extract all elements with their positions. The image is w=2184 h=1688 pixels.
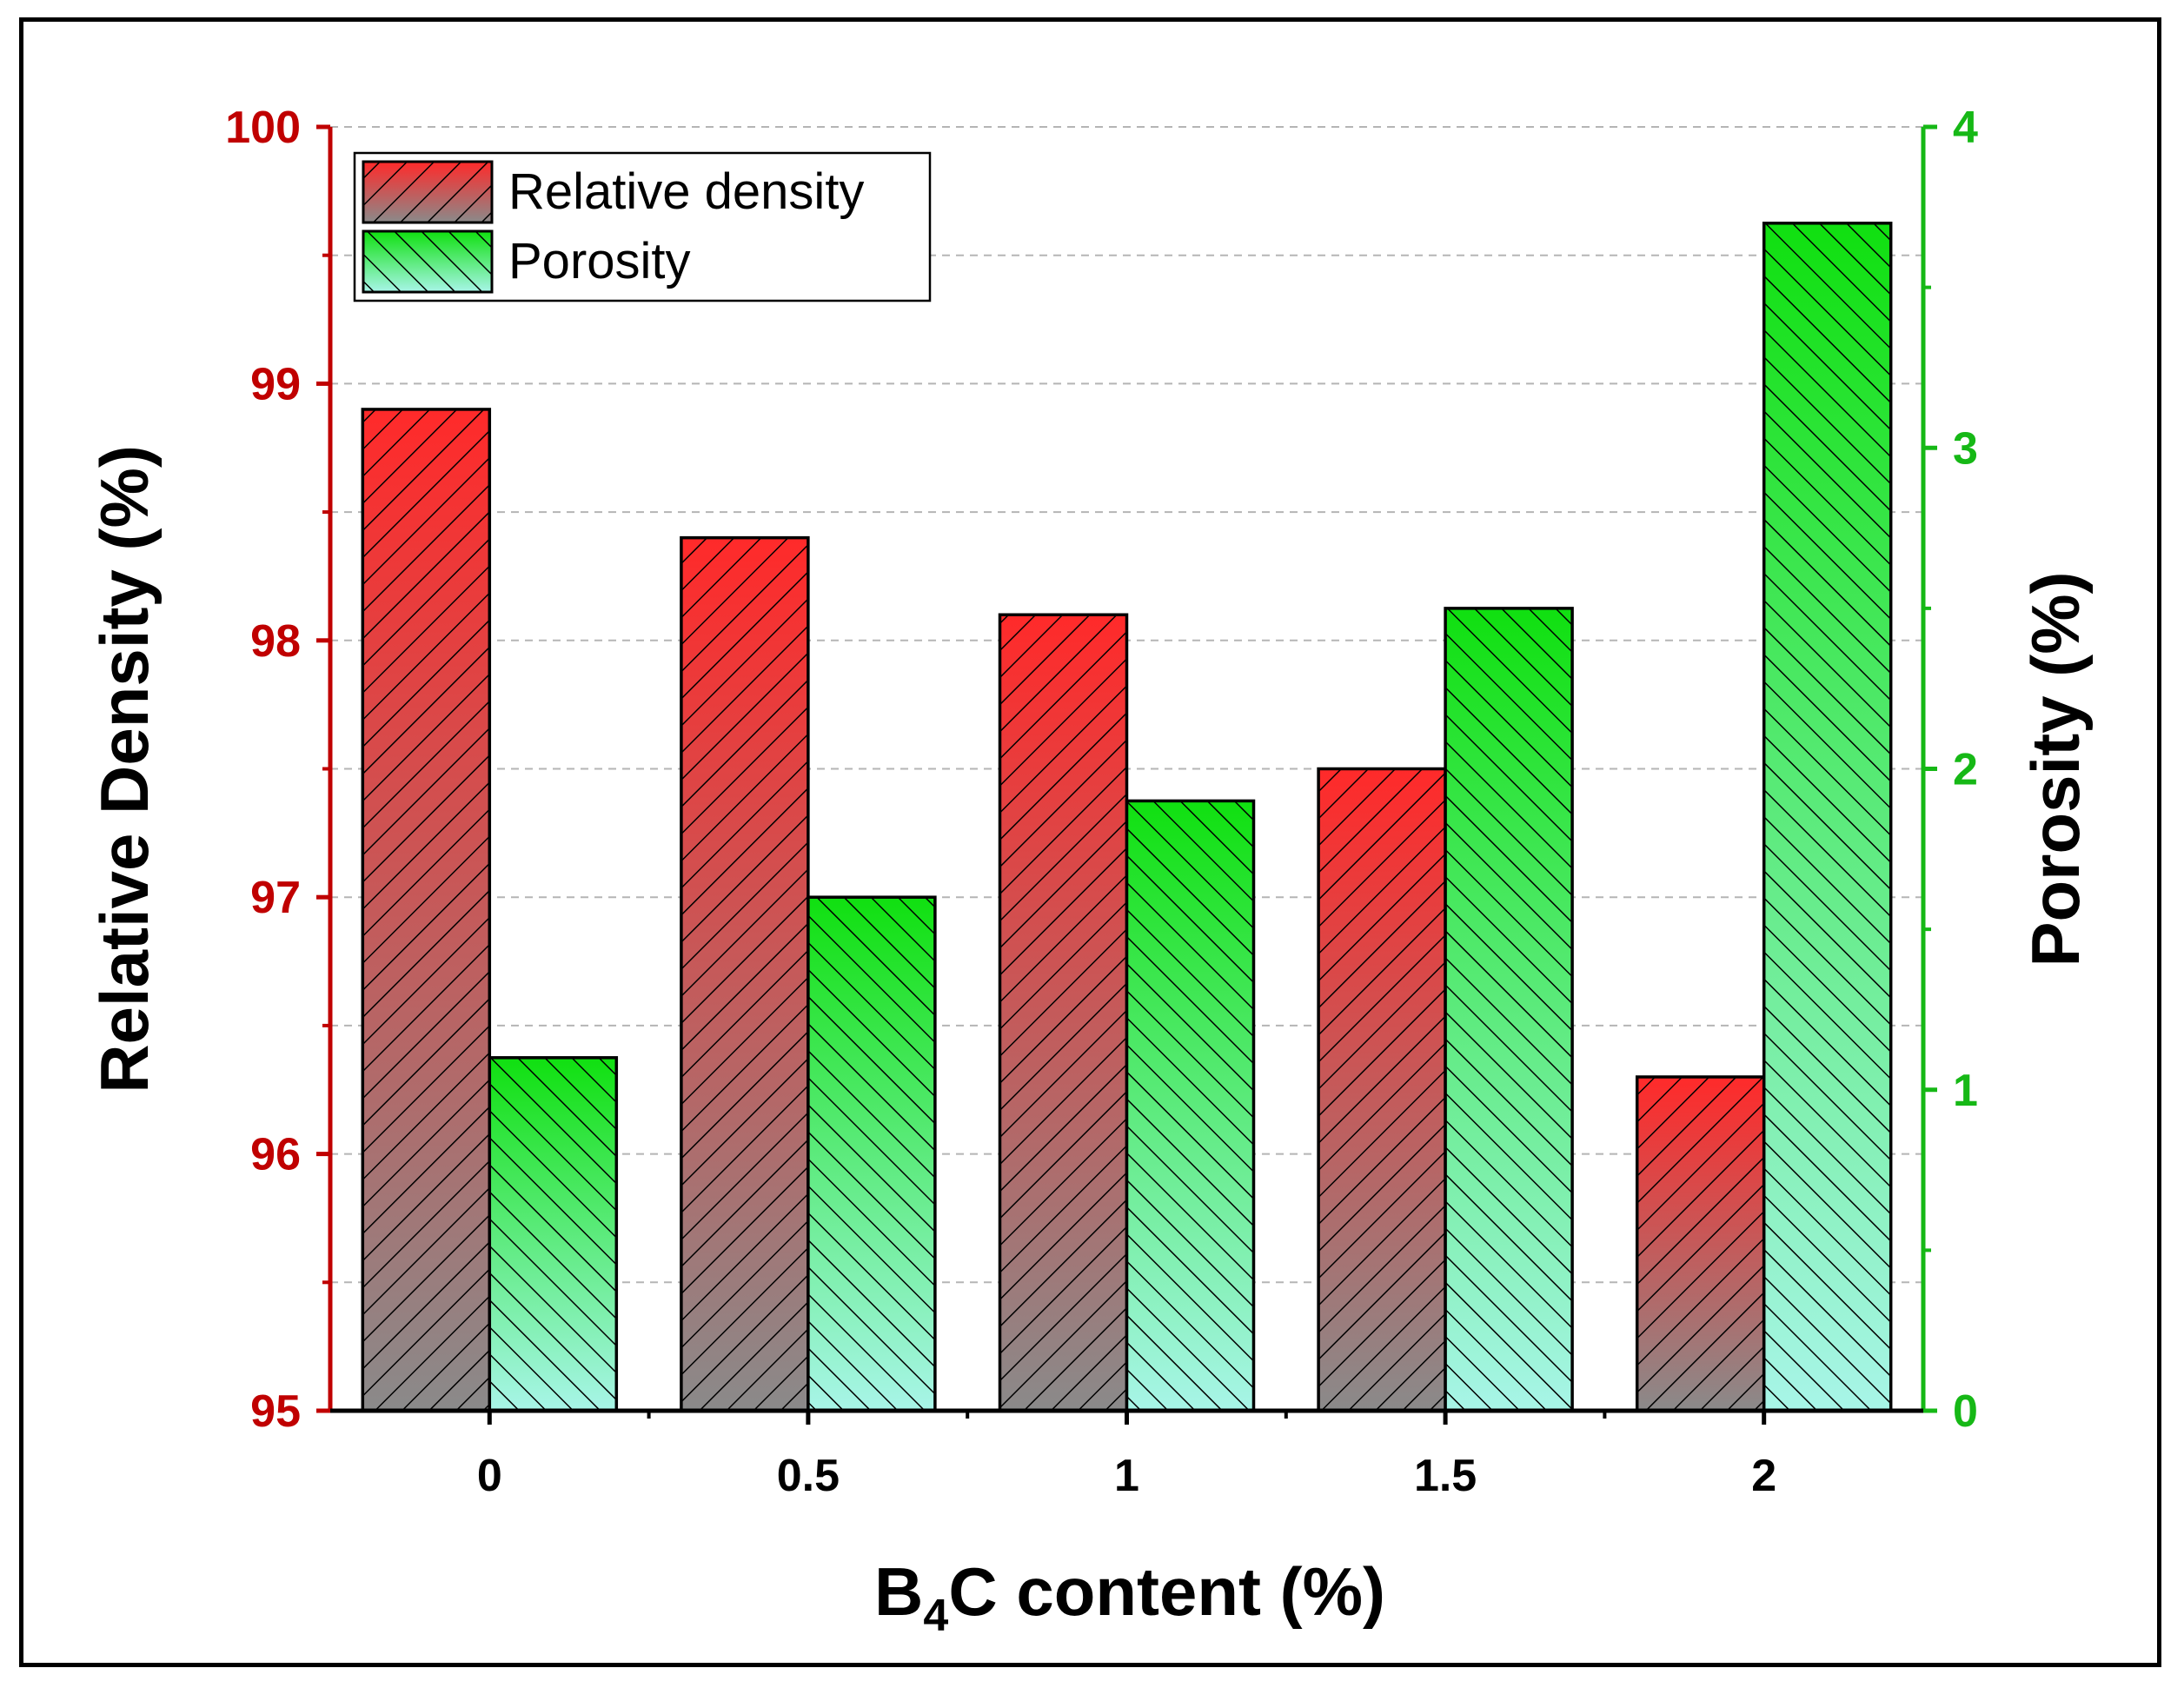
bar-relative-density bbox=[680, 535, 810, 1412]
bar-relative-density bbox=[1635, 1075, 1766, 1412]
left-tick-label: 97 bbox=[250, 873, 301, 923]
right-tick-label: 1 bbox=[1953, 1066, 1978, 1116]
x-tick-label: 1 bbox=[1114, 1451, 1139, 1501]
left-axis-ticks: 95 96 97 98 99 100 bbox=[225, 103, 330, 1437]
left-tick-label: 96 bbox=[250, 1130, 301, 1180]
right-tick-label: 3 bbox=[1953, 423, 1978, 474]
x-axis-title-subscript: 4 bbox=[923, 1591, 948, 1641]
legend: Relative density Porosity bbox=[353, 151, 932, 302]
x-axis-title-main: B bbox=[874, 1553, 923, 1630]
left-tick-label: 99 bbox=[250, 359, 301, 409]
bar-porosity bbox=[488, 1056, 619, 1412]
bar-relative-density bbox=[998, 613, 1129, 1412]
legend-label-porosity: Porosity bbox=[508, 233, 691, 289]
left-tick-label: 100 bbox=[225, 103, 301, 153]
x-tick-label: 1.5 bbox=[1414, 1451, 1477, 1501]
right-tick-label: 2 bbox=[1953, 745, 1978, 795]
bar-porosity bbox=[1762, 222, 1893, 1412]
x-axis-title-rest: C content (%) bbox=[948, 1553, 1385, 1630]
x-tick-label: 0 bbox=[477, 1451, 502, 1501]
bar-porosity bbox=[1444, 607, 1574, 1412]
left-tick-label: 98 bbox=[250, 616, 301, 667]
bars bbox=[361, 222, 1893, 1412]
left-tick-label: 95 bbox=[250, 1386, 301, 1437]
bar-porosity bbox=[1125, 799, 1256, 1412]
legend-swatch-porosity bbox=[362, 229, 494, 294]
x-tick-label: 0.5 bbox=[777, 1451, 840, 1501]
x-axis-title: B4C content (%) bbox=[874, 1553, 1385, 1641]
right-axis-ticks: 0 1 2 3 4 bbox=[1923, 103, 1978, 1437]
bar-porosity bbox=[807, 895, 937, 1412]
right-tick-label: 4 bbox=[1953, 103, 1978, 153]
left-axis-title: Relative Density (%) bbox=[86, 445, 163, 1093]
right-tick-label: 0 bbox=[1953, 1386, 1978, 1437]
legend-label-relative-density: Relative density bbox=[508, 163, 864, 220]
right-axis-title: Porosity (%) bbox=[2017, 571, 2094, 967]
bar-relative-density bbox=[1317, 767, 1447, 1412]
bar-relative-density bbox=[361, 408, 492, 1412]
legend-swatch-relative-density bbox=[362, 160, 494, 224]
x-tick-label: 2 bbox=[1751, 1451, 1776, 1501]
x-axis-ticks: 0 0.5 1 1.5 2 bbox=[477, 1411, 1776, 1501]
